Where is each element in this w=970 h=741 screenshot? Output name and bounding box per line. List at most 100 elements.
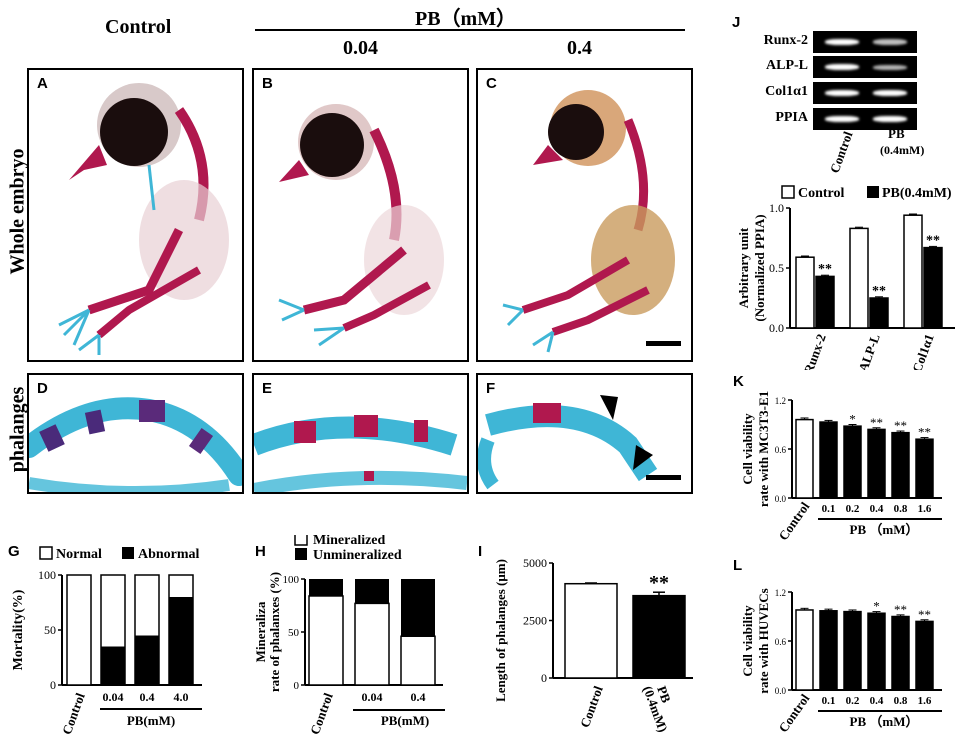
panel-k-label: K	[733, 373, 744, 390]
bar	[891, 615, 910, 691]
chart-viability-huvec: 0.0 0.6 1.2 Cell viability rate with HUVECs C…	[740, 588, 942, 735]
panel-g-label: G	[8, 543, 20, 560]
gel-lane-pb: PB	[888, 130, 905, 141]
y-tick-label: 100	[38, 568, 56, 582]
bar-abnormal	[135, 635, 159, 685]
x-tick-label: ALP-L	[855, 332, 883, 370]
gel-lane-pb-dose: (0.4mM)	[880, 143, 924, 157]
significance-marker: **	[926, 233, 940, 248]
x-tick-label: 0.2	[846, 695, 860, 707]
legend-label-pb: PB(0.4mM)	[882, 186, 952, 201]
panel-d-control-phalanges: D	[27, 373, 244, 494]
x-tick-label: Control	[775, 691, 812, 735]
panel-l-label: L	[733, 557, 743, 574]
x-tick-label: 0.2	[846, 503, 860, 515]
panel-a-label: A	[37, 75, 48, 92]
panel-d-label: D	[37, 380, 48, 397]
chart-viability-mc3t3: 0.0 0.6 1.2 Cell viability rate with MC3T3-E…	[740, 391, 942, 543]
bar-abnormal	[101, 646, 125, 685]
x-tick-label: 0.04	[362, 690, 383, 704]
gel-row-label-alpl: ALP-L	[766, 58, 808, 73]
group-label: PB(mM)	[381, 713, 429, 728]
y-axis-label-line2: rate with HUVECs	[756, 588, 771, 693]
y-tick-label: 0	[50, 678, 56, 692]
x-tick-label: Runx-2	[801, 332, 829, 370]
legend-swatch-abnormal	[122, 547, 134, 559]
phalanges-pb-high	[478, 395, 658, 490]
y-tick-label: 100	[283, 574, 300, 586]
panel-e-pb-low-phalanges: E	[252, 373, 469, 494]
significance-marker: **	[872, 284, 886, 299]
significance-marker: **	[894, 602, 907, 617]
y-tick-label: 0.0	[775, 686, 787, 696]
gel-row-label-runx2: Runx-2	[763, 33, 808, 48]
pb-header-underline	[255, 29, 685, 31]
gel-row-alpl	[813, 56, 917, 78]
bar	[843, 610, 862, 691]
y-axis-label-line2: (Normalized PPIA)	[752, 214, 767, 321]
y-tick-label: 1.0	[769, 201, 784, 215]
significance-marker: **	[918, 425, 931, 440]
chart-mortality: Normal Abnormal 0 50 100 Mortality(%) Control 0…	[11, 546, 202, 737]
bar-pb	[923, 246, 943, 329]
y-tick-label: 1.2	[775, 396, 786, 406]
panel-e-label: E	[262, 380, 273, 397]
y-axis-label: Length of phalanges (μm)	[493, 559, 508, 702]
embryo-skeleton-control	[58, 83, 229, 355]
y-axis-label: Mortality(%)	[11, 589, 26, 670]
significance-marker: **	[818, 262, 832, 277]
bar	[891, 431, 910, 499]
x-tick-label: 1.6	[918, 503, 932, 515]
scale-bar	[646, 341, 681, 346]
scale-bar	[646, 475, 681, 480]
significance-marker: *	[873, 599, 880, 614]
x-tick-label: Control	[59, 691, 88, 737]
bar	[867, 612, 886, 691]
panel-f-label: F	[486, 380, 496, 397]
bar	[795, 418, 814, 499]
legend-label-unmineralized: Unmineralized	[313, 548, 402, 563]
legend-swatch-control	[781, 185, 795, 199]
bar-mineralized	[354, 602, 390, 686]
x-tick-label: 0.8	[894, 503, 908, 515]
x-tick-label: 4.0	[174, 690, 189, 704]
x-tick-label: Control	[775, 499, 812, 543]
x-tick-label: PB	[654, 684, 674, 705]
y-tick-label: 50	[288, 627, 300, 639]
panel-i-label: I	[478, 543, 483, 560]
y-axis-label-line2: rate of phalanxes (%)	[267, 572, 282, 692]
bar-normal	[66, 574, 92, 686]
gel-row-ppia	[813, 108, 917, 130]
y-tick-label: 0.0	[769, 321, 784, 335]
bar-control	[849, 227, 869, 329]
pb-header: PB（mM）	[415, 8, 517, 30]
bar	[915, 438, 934, 499]
gel-row-label-ppia: PPIA	[775, 110, 808, 125]
legend-swatch-pb	[867, 186, 879, 198]
gel-row-col1a1	[813, 82, 917, 104]
dose-header-high: 0.4	[567, 37, 592, 59]
phalanges-pb-low	[254, 415, 467, 492]
gel-row-label-col1a1: Col1α1	[765, 84, 808, 99]
bar-pb	[869, 297, 889, 329]
bar	[867, 428, 886, 499]
panel-f-pb-high-phalanges: F	[476, 373, 693, 494]
y-tick-label: 5000	[523, 556, 547, 570]
legend-label-mineralized: Mineralized	[313, 535, 386, 548]
bar	[843, 425, 862, 499]
gel-lane-labels: Control PB (0.4mM)	[827, 130, 925, 175]
legend-swatch-unmineralized	[295, 548, 307, 560]
bar	[819, 421, 838, 499]
significance-marker: **	[894, 418, 907, 433]
gel-row-runx2	[813, 31, 917, 53]
x-tick-label: 0.4	[870, 695, 884, 707]
group-label: PB(mM)	[127, 713, 175, 728]
significance-marker: **	[870, 415, 883, 430]
bar-mineralized	[308, 595, 344, 686]
x-tick-label: Control	[577, 684, 606, 730]
bar	[915, 620, 934, 691]
panel-b-pb-low-embryo: B	[252, 68, 469, 362]
panel-b-label: B	[262, 75, 273, 92]
panel-h-label: H	[255, 543, 266, 560]
